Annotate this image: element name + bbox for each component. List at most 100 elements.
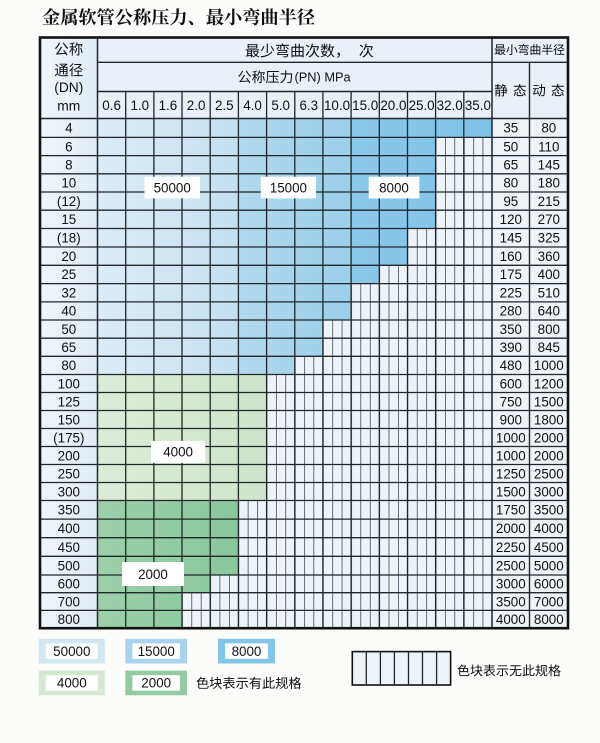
svg-text:6000: 6000 [534, 577, 564, 592]
svg-text:4000: 4000 [57, 676, 87, 691]
svg-text:3500: 3500 [496, 594, 526, 609]
svg-text:1500: 1500 [496, 484, 526, 499]
svg-text:280: 280 [500, 304, 522, 319]
svg-text:600: 600 [500, 376, 522, 391]
svg-text:35.0: 35.0 [465, 98, 491, 113]
svg-text:1.0: 1.0 [130, 98, 149, 113]
svg-text:20: 20 [61, 249, 76, 264]
svg-text:845: 845 [538, 340, 560, 355]
svg-text:750: 750 [500, 394, 522, 409]
svg-text:2000: 2000 [534, 430, 564, 445]
svg-text:(12): (12) [57, 194, 81, 209]
svg-text:350: 350 [58, 503, 80, 518]
svg-text:1000: 1000 [496, 448, 526, 463]
svg-text:270: 270 [538, 212, 560, 227]
svg-text:50000: 50000 [53, 644, 90, 659]
svg-text:2250: 2250 [496, 540, 526, 555]
svg-text:4: 4 [65, 121, 73, 136]
svg-text:40: 40 [61, 304, 76, 319]
svg-text:200: 200 [58, 448, 80, 463]
svg-text:450: 450 [58, 540, 80, 555]
svg-text:160: 160 [500, 249, 522, 264]
svg-text:50000: 50000 [154, 180, 191, 195]
svg-text:510: 510 [538, 286, 560, 301]
svg-text:1250: 1250 [496, 466, 526, 481]
svg-text:3000: 3000 [496, 577, 526, 592]
svg-text:700: 700 [58, 594, 80, 609]
svg-text:32: 32 [61, 286, 76, 301]
svg-text:300: 300 [58, 484, 80, 499]
svg-text:2.5: 2.5 [215, 98, 234, 113]
svg-text:600: 600 [58, 577, 80, 592]
svg-text:80: 80 [61, 358, 76, 373]
svg-text:1000: 1000 [496, 430, 526, 445]
svg-text:(175): (175) [53, 430, 84, 445]
svg-text:3500: 3500 [534, 503, 564, 518]
svg-text:500: 500 [58, 558, 80, 573]
svg-text:25.0: 25.0 [409, 98, 435, 113]
svg-text:25: 25 [61, 267, 76, 282]
svg-text:4000: 4000 [534, 521, 564, 536]
svg-text:8000: 8000 [379, 180, 409, 195]
svg-text:2000: 2000 [534, 448, 564, 463]
svg-text:250: 250 [58, 466, 80, 481]
svg-text:35: 35 [503, 121, 518, 136]
svg-text:(18): (18) [57, 231, 81, 246]
svg-text:2.0: 2.0 [187, 98, 206, 113]
svg-text:4000: 4000 [163, 445, 193, 460]
svg-text:15000: 15000 [270, 180, 307, 195]
svg-text:4.0: 4.0 [243, 98, 262, 113]
svg-text:225: 225 [500, 286, 522, 301]
svg-text:50: 50 [503, 139, 518, 154]
svg-text:50: 50 [61, 322, 76, 337]
svg-text:215: 215 [538, 194, 560, 209]
svg-text:80: 80 [503, 176, 518, 191]
svg-text:120: 120 [500, 212, 522, 227]
svg-text:2500: 2500 [534, 466, 564, 481]
svg-text:8: 8 [65, 158, 72, 173]
svg-text:5000: 5000 [534, 558, 564, 573]
svg-text:1000: 1000 [534, 358, 564, 373]
svg-text:(DN): (DN) [54, 80, 83, 95]
svg-text:640: 640 [538, 304, 560, 319]
svg-text:400: 400 [58, 521, 80, 536]
svg-text:1500: 1500 [534, 394, 564, 409]
svg-text:3000: 3000 [534, 484, 564, 499]
svg-text:2000: 2000 [141, 676, 171, 691]
svg-text:4500: 4500 [534, 540, 564, 555]
svg-text:800: 800 [58, 612, 80, 627]
svg-text:100: 100 [58, 376, 80, 391]
svg-text:150: 150 [58, 412, 80, 427]
svg-text:15.0: 15.0 [352, 98, 378, 113]
svg-text:800: 800 [538, 322, 560, 337]
svg-text:1200: 1200 [534, 376, 564, 391]
svg-text:2000: 2000 [138, 567, 168, 582]
svg-text:110: 110 [538, 139, 559, 154]
svg-text:4000: 4000 [496, 612, 526, 627]
svg-text:480: 480 [500, 358, 522, 373]
svg-text:1800: 1800 [534, 412, 564, 427]
svg-text:10: 10 [61, 176, 76, 191]
svg-text:7000: 7000 [534, 594, 564, 609]
svg-text:8000: 8000 [534, 612, 564, 627]
svg-text:1.6: 1.6 [159, 98, 178, 113]
svg-text:65: 65 [503, 158, 518, 173]
svg-text:125: 125 [58, 394, 80, 409]
svg-text:6.3: 6.3 [299, 98, 318, 113]
svg-text:8000: 8000 [232, 644, 262, 659]
svg-text:145: 145 [500, 231, 522, 246]
svg-text:15: 15 [61, 212, 76, 227]
svg-text:80: 80 [541, 121, 556, 136]
svg-text:145: 145 [538, 158, 560, 173]
svg-text:2500: 2500 [496, 558, 526, 573]
svg-text:1750: 1750 [496, 503, 526, 518]
svg-text:2000: 2000 [496, 521, 526, 536]
svg-text:6: 6 [65, 139, 72, 154]
svg-text:65: 65 [61, 340, 76, 355]
svg-text:10.0: 10.0 [324, 98, 350, 113]
svg-text:mm: mm [57, 98, 80, 113]
svg-text:20.0: 20.0 [380, 98, 406, 113]
svg-text:5.0: 5.0 [271, 98, 290, 113]
svg-text:900: 900 [500, 412, 522, 427]
svg-text:360: 360 [538, 249, 560, 264]
